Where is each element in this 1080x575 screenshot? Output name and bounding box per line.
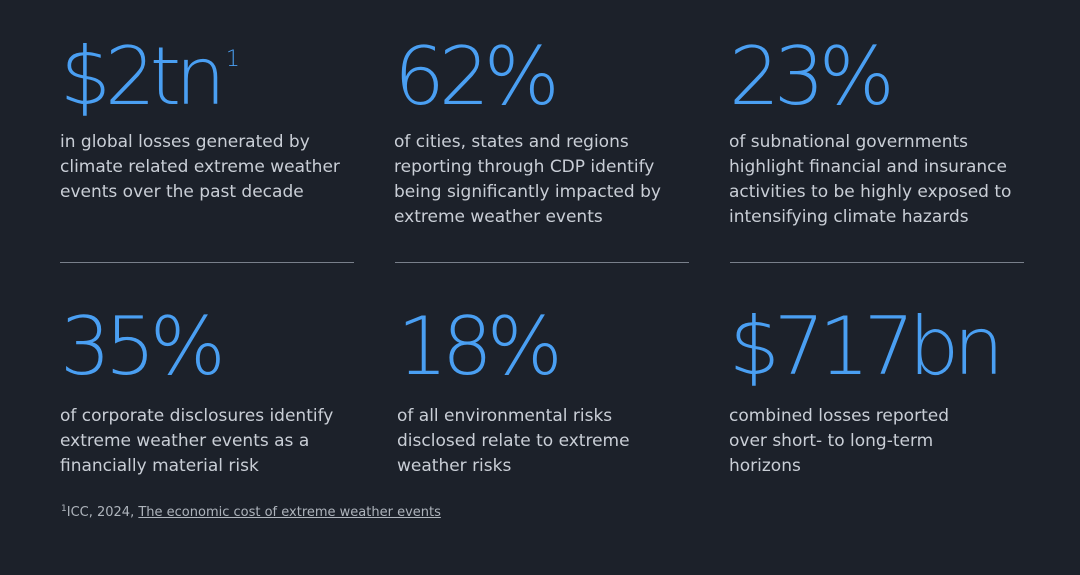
stat-description: combined losses reported over short- to … (729, 406, 949, 476)
stat-value: 35% (60, 300, 226, 393)
stat-value: $717bn (729, 300, 1004, 393)
stat-subnational-governments: 23% of subnational governments highlight… (729, 37, 1029, 230)
stat-cities-impacted: 62% of cities, states and regions report… (394, 37, 694, 230)
footnote: 1ICC, 2024, The economic cost of extreme… (61, 504, 441, 520)
stat-combined-losses: $717bn combined losses reported over sho… (729, 307, 1029, 479)
divider (730, 262, 1024, 263)
stat-description: of subnational governments highlight fin… (729, 132, 1012, 227)
stat-description: of corporate disclosures identify extrem… (60, 406, 334, 476)
stat-description: in global losses generated by climate re… (60, 132, 340, 202)
stat-global-losses: $2tn 1 in global losses generated by clim… (60, 37, 360, 205)
divider (60, 262, 354, 263)
stat-corporate-disclosures: 35% of corporate disclosures identify ex… (60, 307, 360, 479)
source-link[interactable]: The economic cost of extreme weather eve… (138, 505, 441, 520)
stat-value: 23% (729, 30, 895, 123)
footnote-number: 1 (61, 504, 67, 514)
stat-value: 18% (397, 300, 563, 393)
stat-description: of all environmental risks disclosed rel… (397, 406, 630, 476)
stat-value: $2tn 1 (60, 30, 240, 123)
divider (395, 262, 689, 263)
footnote-marker: 1 (225, 47, 240, 72)
footnote-source: ICC, 2024, (66, 505, 139, 520)
stat-environmental-risks: 18% of all environmental risks disclosed… (397, 307, 697, 479)
stat-value: 62% (394, 30, 560, 123)
stat-description: of cities, states and regions reporting … (394, 132, 661, 227)
